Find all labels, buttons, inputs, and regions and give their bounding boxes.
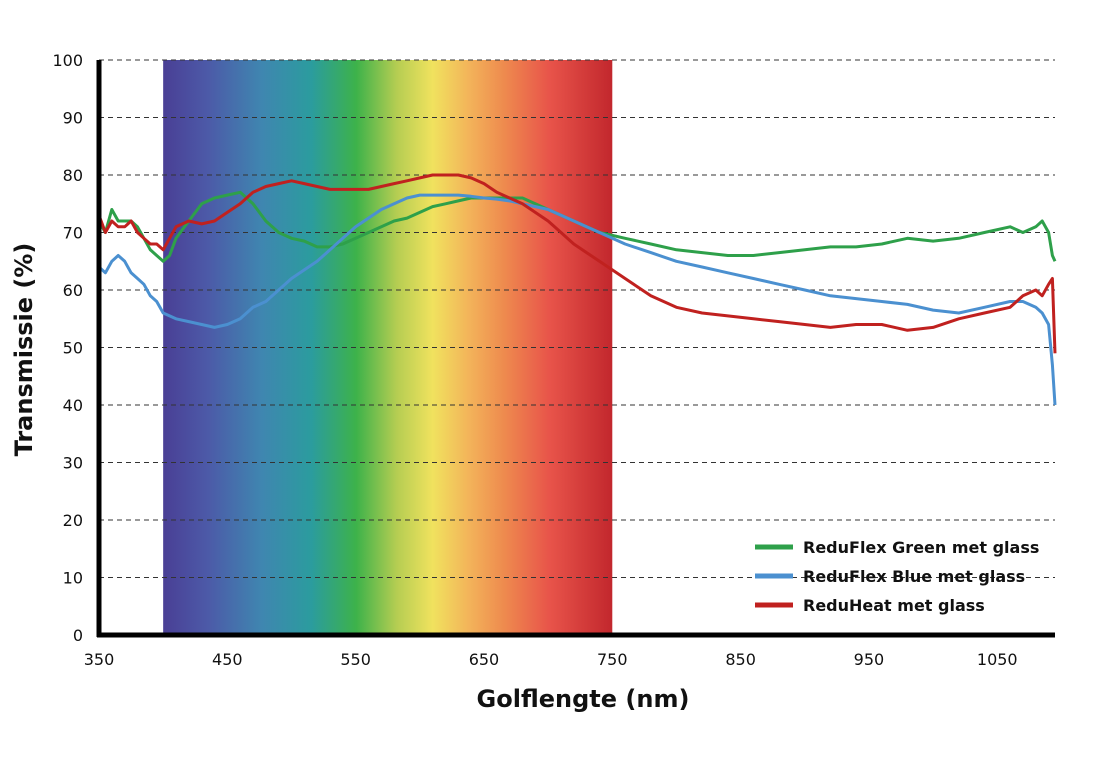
x-tick-label: 550 — [340, 650, 371, 669]
x-tick-label: 850 — [725, 650, 756, 669]
y-tick-label: 100 — [52, 51, 83, 70]
y-tick-label: 40 — [63, 396, 83, 415]
series-line-1 — [97, 190, 1057, 263]
series-lines — [97, 173, 1057, 406]
x-tick-label: 950 — [854, 650, 885, 669]
x-axis-label: Golflengte (nm) — [477, 685, 690, 713]
y-tick-label: 80 — [63, 166, 83, 185]
x-tick-label: 1050 — [977, 650, 1018, 669]
grid-lines — [99, 59, 1055, 578]
y-tick-label: 90 — [63, 109, 83, 128]
x-tick-label: 350 — [84, 650, 115, 669]
legend-label: ReduHeat met glass — [803, 596, 985, 615]
x-tick-label: 750 — [597, 650, 628, 669]
y-tick-label: 70 — [63, 224, 83, 243]
y-tick-label: 60 — [63, 281, 83, 300]
x-tick-label: 450 — [212, 650, 243, 669]
legend-label: ReduFlex Green met glass — [803, 538, 1039, 557]
tick-labels: 0 10 20 30 40 50 60 70 80 90 100 350 450 550 650 750 850… — [52, 51, 1017, 669]
y-tick-label: 10 — [63, 569, 83, 588]
axes — [96, 60, 1055, 638]
series-line-2 — [97, 193, 1057, 406]
x-tick-label: 650 — [469, 650, 500, 669]
legend: ReduFlex Green met glass ReduFlex Blue me… — [755, 538, 1039, 615]
legend-label: ReduFlex Blue met glass — [803, 567, 1025, 586]
y-tick-label: 20 — [63, 511, 83, 530]
series-line-3 — [97, 173, 1057, 354]
y-tick-label: 50 — [63, 339, 83, 358]
y-tick-label: 30 — [63, 454, 83, 473]
y-axis-label: Transmissie (%) — [10, 243, 38, 457]
y-tick-label: 0 — [73, 626, 83, 645]
